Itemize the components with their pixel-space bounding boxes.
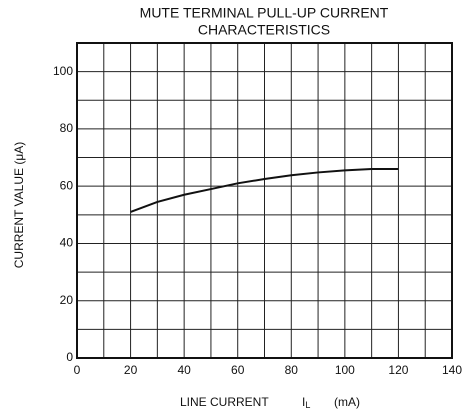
x-tick-label: 100 bbox=[335, 363, 355, 377]
chart-title: MUTE TERMINAL PULL-UP CURRENT bbox=[140, 5, 389, 21]
x-tick-label: 140 bbox=[442, 363, 462, 377]
y-tick-label: 20 bbox=[60, 293, 74, 307]
x-axis-label: LINE CURRENT IL (mA) bbox=[180, 395, 360, 412]
x-axis-label: LINE CURRENT bbox=[180, 395, 269, 409]
y-axis-label: CURRENT VALUE (μA) bbox=[12, 142, 26, 269]
chart-title: CHARACTERISTICS bbox=[198, 22, 330, 38]
y-tick-label: 80 bbox=[60, 121, 74, 135]
y-tick-label: 100 bbox=[53, 64, 73, 78]
plot-frame bbox=[76, 42, 453, 359]
x-tick-label: 80 bbox=[285, 363, 299, 377]
y-tick-label: 40 bbox=[60, 236, 74, 250]
x-tick-label: 20 bbox=[124, 363, 138, 377]
x-axis-symbol-sub: L bbox=[305, 400, 310, 410]
x-tick-label: 120 bbox=[388, 363, 408, 377]
x-tick-label: 40 bbox=[177, 363, 191, 377]
y-tick-label: 60 bbox=[60, 178, 74, 192]
x-axis-symbol: I bbox=[302, 395, 305, 409]
y-tick-label: 0 bbox=[66, 350, 73, 364]
x-axis-unit: (mA) bbox=[334, 395, 360, 409]
data-line bbox=[130, 168, 399, 213]
x-tick-label: 0 bbox=[74, 363, 81, 377]
x-tick-label: 60 bbox=[231, 363, 245, 377]
